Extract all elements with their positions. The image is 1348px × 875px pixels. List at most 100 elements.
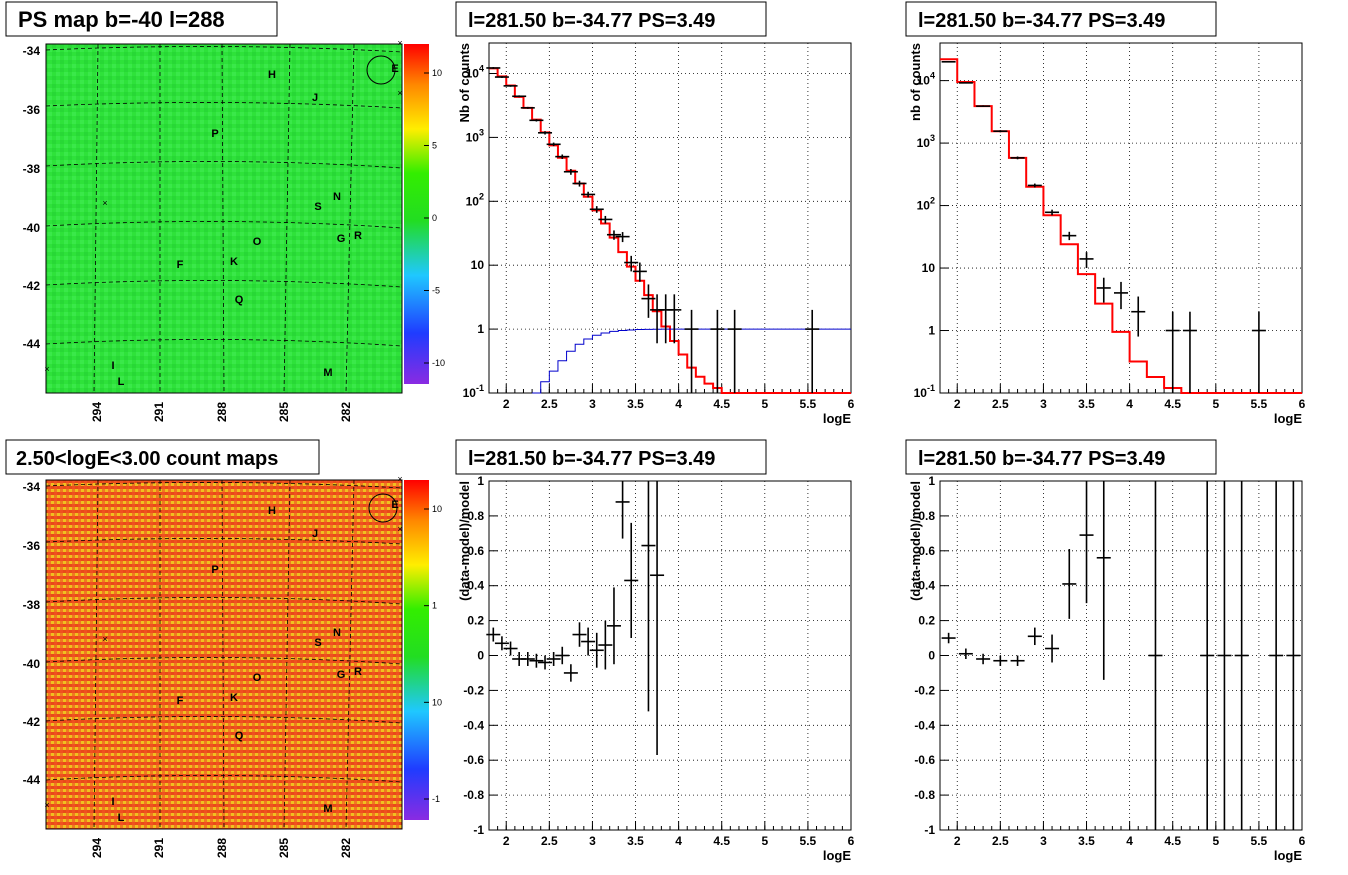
y-tick-label: 102 (917, 196, 935, 213)
colorbar-tick-label: 5 (432, 141, 437, 151)
map-bottom-panel: 2.50<logE<3.00 count maps E H J P SN G R O K F Q IL… (5, 439, 442, 858)
data-point (1045, 634, 1060, 663)
lon-tick-label: 282 (339, 838, 353, 858)
y-tick-label: -1 (924, 823, 935, 837)
source-label-F: F (177, 695, 184, 707)
data-point (589, 632, 604, 668)
y-tick-label: 0 (928, 649, 935, 663)
source-label-G: G (337, 669, 346, 681)
series-blue-histogram (532, 328, 851, 394)
data-point (1251, 311, 1266, 393)
y-tick-label: -0.6 (463, 753, 484, 767)
source-label-L: L (118, 812, 125, 824)
y-tick-label: 0.8 (467, 509, 484, 523)
lon-tick-label: 294 (90, 838, 104, 858)
data-point (1217, 481, 1232, 830)
map-top-panel: PS map b=-40 l=288 E H J P SN G R O K F Q IL M × × × × -… (5, 1, 445, 422)
x-tick-label: 3.5 (1078, 834, 1095, 848)
x-tick-label: 4.5 (713, 397, 730, 411)
map-bottom-lon-ticks: 294 291 288 285 282 (90, 838, 353, 858)
data-point (615, 481, 630, 539)
source-label-R: R (354, 666, 362, 678)
data-point (976, 105, 991, 108)
x-tick-label: 5 (1212, 834, 1219, 848)
cross-marker: × (397, 474, 402, 484)
source-label-I: I (111, 796, 114, 808)
y-tick-label: 0.6 (467, 544, 484, 558)
x-tick-label: 2.5 (992, 834, 1009, 848)
cross-marker: × (102, 198, 107, 208)
data-point (624, 522, 639, 639)
colorbar-tick-label: 10 (432, 68, 442, 78)
cross-marker: × (397, 88, 402, 98)
x-tick-label: 6 (1299, 834, 1306, 848)
x-tick-label: 3 (589, 834, 596, 848)
source-label-I: I (111, 360, 114, 372)
x-tick-label: 6 (1299, 397, 1306, 411)
data-point (615, 232, 630, 243)
y-tick-label: 1 (928, 324, 935, 338)
cross-marker: × (102, 634, 107, 644)
map-top-colorbar (404, 44, 429, 384)
data-point (538, 131, 553, 135)
data-point (1045, 209, 1060, 216)
data-point (1234, 481, 1249, 830)
x-tick-label: 3 (1040, 397, 1047, 411)
lon-tick-label: 294 (90, 402, 104, 422)
source-label-P: P (211, 128, 218, 140)
map-bottom-graticule (45, 479, 403, 830)
x-axis-label: logE (1274, 411, 1302, 426)
y-tick-label: 102 (466, 191, 484, 208)
x-tick-label: 5 (761, 834, 768, 848)
map-top-highlight-circle (366, 55, 396, 85)
data-point (1286, 481, 1301, 830)
map-top-lon-ticks: 294 291 288 285 282 (90, 402, 353, 422)
x-tick-label: 4 (675, 834, 682, 848)
y-tick-label: -0.6 (914, 753, 935, 767)
x-tick-label: 5.5 (1251, 834, 1268, 848)
y-tick-label: 0 (477, 649, 484, 663)
data-point (624, 255, 639, 272)
lon-tick-label: 285 (277, 402, 291, 422)
colorbar-tick-label: 0 (432, 213, 437, 223)
source-label-M: M (323, 367, 332, 379)
x-tick-label: 3.5 (627, 397, 644, 411)
y-tick-label: 0.4 (918, 579, 935, 593)
source-label-N: N (333, 627, 341, 639)
y-tick-label: 10-1 (914, 383, 935, 400)
series-red-histogram (489, 67, 851, 394)
y-tick-label: 10-1 (463, 383, 484, 400)
source-label-F: F (177, 259, 184, 271)
data-point (503, 85, 518, 87)
lon-tick-label: 285 (277, 838, 291, 858)
x-tick-label: 5.5 (800, 834, 817, 848)
y-tick-label: -0.4 (463, 718, 484, 732)
map-bottom-lat-ticks: -34 -36 -38 -40 -42 -44 (23, 480, 41, 787)
data-point (572, 622, 587, 647)
lat-tick-label: -34 (23, 44, 41, 58)
data-point (958, 82, 973, 84)
y-tick-label: -1 (473, 823, 484, 837)
map-bottom-colorbar-ticks: 10 1 10 -1 (424, 504, 442, 804)
x-axis-label: logE (823, 411, 851, 426)
source-label-J: J (312, 92, 318, 104)
data-point (1010, 156, 1025, 160)
chart-title: l=281.50 b=-34.77 PS=3.49 (918, 448, 1165, 470)
y-tick-label: 104 (917, 71, 935, 88)
y-tick-label: -0.4 (914, 718, 935, 732)
y-tick-label: 0.2 (918, 614, 935, 628)
y-axis-label: (data-model)/model (457, 481, 472, 601)
y-axis-label: (data-model)/model (908, 481, 923, 601)
chart-title-box (455, 439, 767, 475)
data-point (606, 587, 621, 665)
source-label-G: G (337, 233, 346, 245)
y-tick-label: 0.6 (918, 544, 935, 558)
chart-title: l=281.50 b=-34.77 PS=3.49 (468, 448, 715, 470)
source-label-R: R (354, 230, 362, 242)
lat-tick-label: -40 (23, 221, 41, 235)
source-label-S: S (314, 201, 321, 213)
y-tick-label: 10 (922, 261, 936, 275)
chart-title-box (455, 1, 767, 37)
data-point (1165, 311, 1180, 393)
x-tick-label: 5.5 (1251, 397, 1268, 411)
